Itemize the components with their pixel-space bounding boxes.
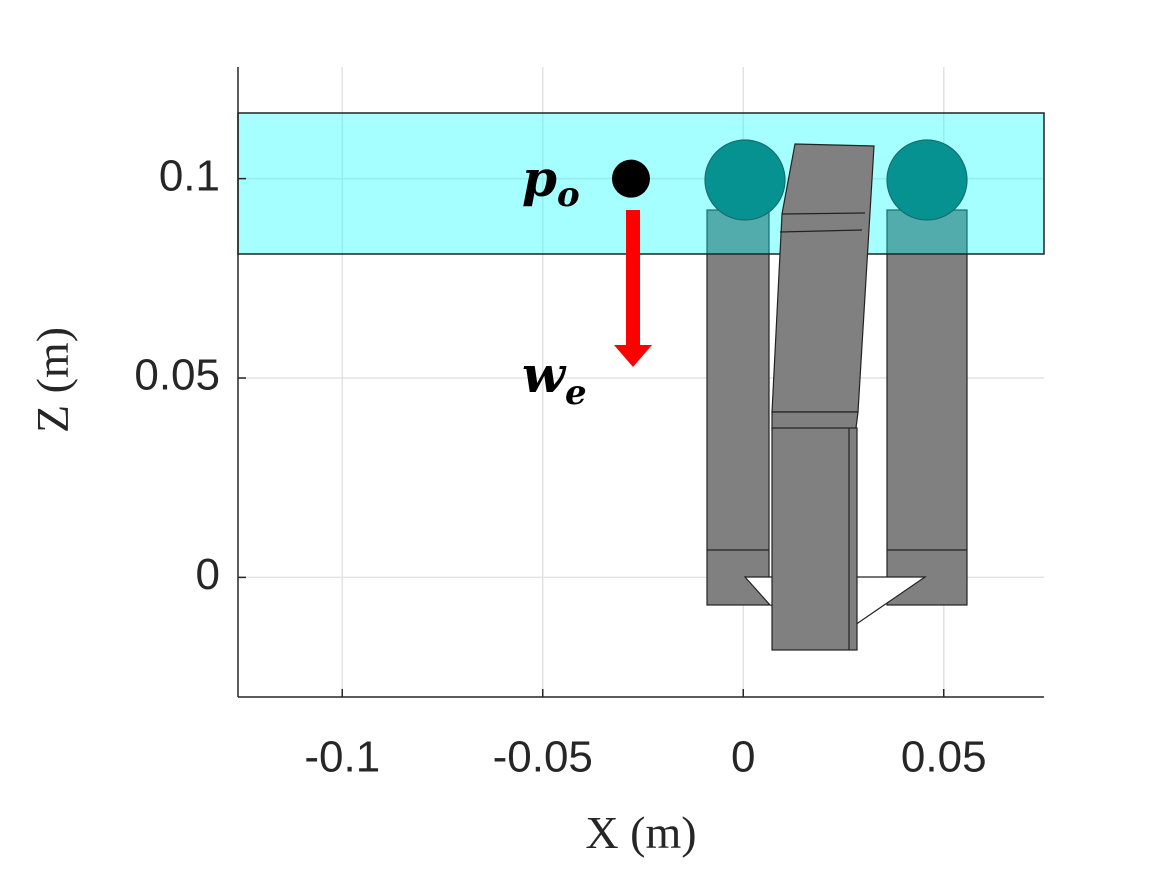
- x-tick-label: -0.1: [304, 733, 380, 782]
- point-label-sub: o: [557, 175, 580, 215]
- link-lower: [771, 427, 858, 651]
- y-tick-label: 0.1: [159, 151, 220, 200]
- x-tick-label: 0: [731, 733, 755, 782]
- x-axis-label: X (m): [585, 807, 696, 858]
- force-arrow-head: [614, 345, 652, 367]
- link-joint: [781, 212, 866, 215]
- center-link: [771, 143, 875, 651]
- y-tick-label: 0.05: [134, 351, 220, 400]
- arrow-label-base: w: [522, 345, 567, 404]
- left-pad: [704, 139, 786, 221]
- point-label: po: [522, 149, 580, 215]
- arrow-label-sub: e: [565, 373, 587, 413]
- arrow-label: we: [522, 345, 587, 413]
- link-joint: [771, 411, 859, 431]
- gripper: [704, 139, 968, 626]
- point-label-base: p: [522, 149, 557, 208]
- force-arrow-shaft: [626, 210, 640, 345]
- y-axis-label: Z (m): [27, 327, 78, 433]
- y-tick-label: 0: [196, 550, 220, 599]
- link-upper: [771, 143, 875, 413]
- right-pad: [886, 139, 968, 221]
- x-tick-label: 0.05: [901, 733, 987, 782]
- axes: [237, 67, 1044, 698]
- right-finger: [886, 209, 968, 606]
- point: [611, 159, 650, 198]
- link-joint: [779, 229, 863, 233]
- left-finger: [706, 209, 770, 606]
- x-tick-label: -0.05: [493, 733, 593, 782]
